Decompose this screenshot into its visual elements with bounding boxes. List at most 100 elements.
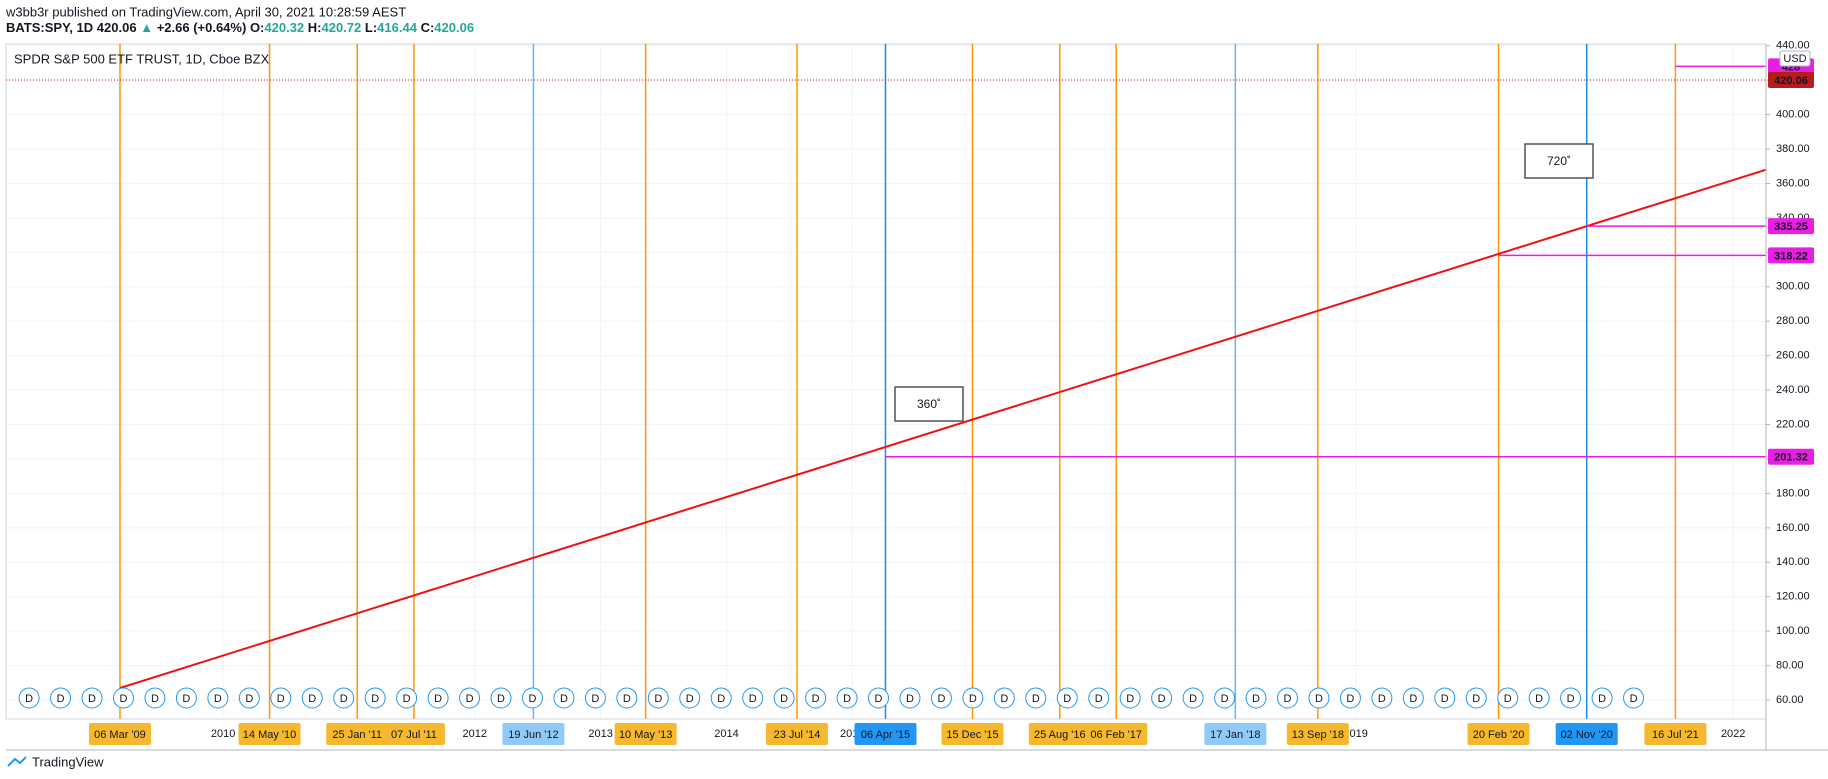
change: +2.66 (+0.64%) bbox=[157, 20, 247, 35]
date-box bbox=[1286, 723, 1349, 745]
dividend-marker bbox=[1088, 687, 1110, 709]
dividend-label: D bbox=[245, 693, 253, 705]
dividend-marker bbox=[1056, 687, 1078, 709]
dividend-marker bbox=[993, 687, 1015, 709]
dividend-label: D bbox=[1284, 693, 1292, 705]
dividend-label: D bbox=[182, 693, 190, 705]
date-label: 15 Dec '15 bbox=[946, 729, 998, 741]
dividend-marker bbox=[1402, 687, 1424, 709]
dividend-label: D bbox=[812, 693, 820, 705]
dividend-marker bbox=[1339, 687, 1361, 709]
dividend-label: D bbox=[340, 693, 348, 705]
dividend-marker bbox=[1245, 687, 1267, 709]
level-box bbox=[1768, 247, 1814, 264]
currency: USD bbox=[1783, 53, 1806, 65]
date-label: 20 Feb '20 bbox=[1473, 729, 1525, 741]
level-label: 201.32 bbox=[1774, 452, 1808, 464]
dividend-marker bbox=[1434, 687, 1456, 709]
trendline bbox=[119, 168, 1767, 689]
dividend-label: D bbox=[1000, 693, 1008, 705]
dividend-marker bbox=[427, 687, 449, 709]
dividend-label: D bbox=[1126, 693, 1134, 705]
date-label: 16 Jul '21 bbox=[1652, 729, 1699, 741]
dividend-label: D bbox=[1472, 693, 1480, 705]
annotation-box bbox=[894, 386, 964, 422]
logo bbox=[7, 756, 27, 767]
change-arrow: ▲ bbox=[140, 20, 153, 35]
dividend-label: D bbox=[120, 693, 128, 705]
y-tick-label: 100.00 bbox=[1776, 625, 1810, 637]
dividend-marker bbox=[112, 687, 134, 709]
date-box bbox=[1028, 723, 1091, 745]
dividend-marker bbox=[521, 687, 543, 709]
dividend-marker bbox=[805, 687, 827, 709]
dividend-marker bbox=[868, 687, 890, 709]
ohlc-key: C: bbox=[421, 20, 435, 35]
date-box bbox=[941, 723, 1004, 745]
dividend-marker bbox=[238, 687, 260, 709]
currency-box bbox=[1779, 50, 1811, 67]
dividend-label: D bbox=[57, 693, 65, 705]
x-tick-label: 2019 bbox=[1343, 728, 1367, 740]
ohlc-key: H: bbox=[308, 20, 322, 35]
y-tick-label: 220.00 bbox=[1776, 418, 1810, 430]
dividend-marker bbox=[1560, 687, 1582, 709]
dividend-marker bbox=[1276, 687, 1298, 709]
dividend-marker bbox=[396, 687, 418, 709]
date-box bbox=[854, 723, 917, 745]
dividend-marker bbox=[647, 687, 669, 709]
dividend-label: D bbox=[1409, 693, 1417, 705]
dividend-marker bbox=[679, 687, 701, 709]
x-tick-label: 2010 bbox=[211, 728, 235, 740]
y-tick-label: 60.00 bbox=[1776, 694, 1804, 706]
date-box bbox=[382, 723, 445, 745]
dividend-label: D bbox=[1252, 693, 1260, 705]
dividend-label: D bbox=[151, 693, 159, 705]
date-label: 13 Sep '18 bbox=[1292, 729, 1344, 741]
y-tick-label: 280.00 bbox=[1776, 315, 1810, 327]
date-label: 14 May '10 bbox=[243, 729, 296, 741]
dividend-marker bbox=[836, 687, 858, 709]
y-tick-label: 400.00 bbox=[1776, 109, 1810, 121]
date-box bbox=[1467, 723, 1530, 745]
dividend-label: D bbox=[403, 693, 411, 705]
dividend-label: D bbox=[1032, 693, 1040, 705]
y-tick-label: 440.00 bbox=[1776, 40, 1810, 52]
date-box bbox=[1204, 723, 1267, 745]
dividend-label: D bbox=[969, 693, 977, 705]
date-label: 06 Apr '15 bbox=[861, 729, 910, 741]
ohlc-value: 416.44 bbox=[377, 20, 418, 35]
dividend-label: D bbox=[466, 693, 474, 705]
dividend-label: D bbox=[1598, 693, 1606, 705]
x-tick-label: 2013 bbox=[588, 728, 612, 740]
date-box bbox=[614, 723, 677, 745]
dividend-marker bbox=[1214, 687, 1236, 709]
date-label: 06 Mar '09 bbox=[94, 729, 146, 741]
date-box bbox=[88, 723, 151, 745]
dividend-marker bbox=[899, 687, 921, 709]
dividend-marker bbox=[1623, 687, 1645, 709]
y-tick-label: 140.00 bbox=[1776, 556, 1810, 568]
y-tick-label: 300.00 bbox=[1776, 281, 1810, 293]
dividend-marker bbox=[1497, 687, 1519, 709]
date-label: 25 Jan '11 bbox=[332, 729, 382, 741]
date-box bbox=[1555, 723, 1618, 745]
dividend-label: D bbox=[623, 693, 631, 705]
x-tick-label: 2014 bbox=[714, 728, 738, 740]
date-box bbox=[1644, 723, 1707, 745]
dividend-label: D bbox=[937, 693, 945, 705]
dividend-marker bbox=[144, 687, 166, 709]
dividend-label: D bbox=[25, 693, 33, 705]
dividend-label: D bbox=[1346, 693, 1354, 705]
dividend-label: D bbox=[1315, 693, 1323, 705]
ohlc-key: L: bbox=[365, 20, 377, 35]
dividend-label: D bbox=[1630, 693, 1638, 705]
dividend-marker bbox=[207, 687, 229, 709]
dividend-label: D bbox=[1158, 693, 1166, 705]
dividend-marker bbox=[773, 687, 795, 709]
chart-title: SPDR S&P 500 ETF TRUST, 1D, Cboe BZX bbox=[14, 51, 270, 66]
dividend-label: D bbox=[875, 693, 883, 705]
dividend-label: D bbox=[1378, 693, 1386, 705]
dividend-marker bbox=[710, 687, 732, 709]
